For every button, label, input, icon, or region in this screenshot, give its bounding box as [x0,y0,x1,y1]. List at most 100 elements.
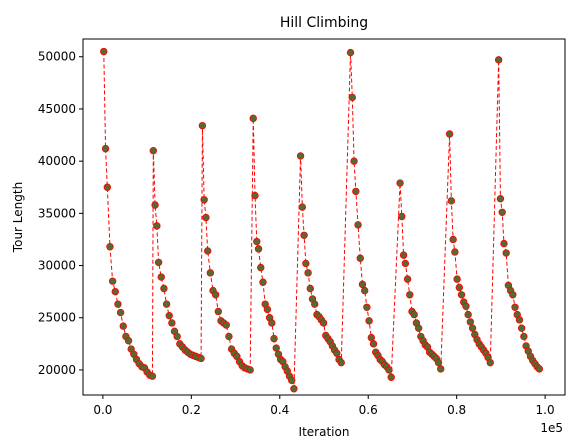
data-point [111,287,119,296]
data-point [154,258,163,267]
data-point [148,372,157,380]
data-point [311,300,319,308]
data-point [449,235,457,244]
data-point [358,280,367,289]
data-point [257,263,265,272]
data-point [403,275,412,283]
data-point [211,291,220,299]
data-point [173,332,181,341]
data-point [259,278,267,286]
data-point [511,303,519,311]
data-point [356,254,364,262]
y-tick-label: 40000 [38,154,76,168]
data-point [399,251,408,259]
data-point [350,157,358,165]
x-tick-label: 0.8 [447,403,466,417]
data-point [447,197,456,205]
data-point [162,300,171,308]
data-point [517,324,526,332]
data-point [124,337,133,345]
data-point [225,332,233,341]
chart-title: Hill Climbing [280,15,368,31]
data-point [254,245,263,253]
data-point [434,358,443,367]
data-point [153,222,161,230]
data-point [306,284,314,293]
data-point [360,286,369,295]
data-point [494,56,503,64]
data-point [116,308,125,317]
data-point [298,203,307,211]
data-point [498,208,506,216]
data-point [272,344,280,352]
data-point [290,385,298,393]
x-axis-label: Iteration [299,425,350,439]
data-point [300,231,308,239]
data-point [151,201,159,209]
data-point [352,187,360,196]
data-point [165,311,173,320]
data-point [496,195,505,203]
data-point [197,354,205,363]
data-point [348,93,356,102]
data-point [304,269,312,277]
data-point [214,307,223,316]
y-tick-label: 35000 [38,206,76,220]
data-point [457,291,466,299]
y-tick-label: 25000 [38,311,76,325]
x-tick-label: 0.6 [359,403,378,417]
y-axis: 20000 25000 30000 35000 40000 45000 50000 [38,50,83,377]
data-point [337,358,345,367]
data-point [398,212,406,221]
data-point [203,247,212,255]
data-point [157,273,165,281]
data-point [520,332,528,341]
x-tick-label: 0.2 [182,403,201,417]
data-point [410,310,418,319]
data-point [385,366,393,374]
data-point [365,317,373,325]
x-tick-label: 1.0 [536,403,555,417]
data-point [270,334,278,343]
y-tick-label: 50000 [38,50,76,64]
data-point [363,303,371,311]
data-point [100,47,108,56]
data-point [509,291,517,299]
data-point [103,183,112,191]
data-point [401,259,410,268]
data-point [108,277,117,285]
y-tick-label: 30000 [38,259,76,273]
x-tick-label: 0.4 [270,403,289,417]
data-point [302,259,310,268]
data-point [367,333,376,342]
data-point [466,318,475,326]
series-layer [100,47,544,393]
data-point [296,152,305,160]
data-point [369,340,378,348]
data-point [387,373,395,381]
data-point [437,365,445,373]
data-point [396,179,404,187]
data-point [149,147,158,155]
data-point [333,349,341,357]
data-point [464,310,472,319]
data-point [354,221,362,229]
data-point [451,248,459,256]
data-point [202,213,210,222]
data-point [319,319,328,327]
data-point [346,48,355,57]
data-point [106,243,114,251]
data-point [288,376,296,385]
plot-area-frame [82,38,566,396]
data-point [406,291,414,299]
data-point [198,121,207,130]
data-point [101,144,110,153]
data-point [249,114,257,123]
data-point [206,269,215,277]
data-point [414,324,423,332]
data-point [462,302,470,310]
data-point [251,191,259,200]
data-point [246,366,254,374]
data-point [268,319,276,327]
